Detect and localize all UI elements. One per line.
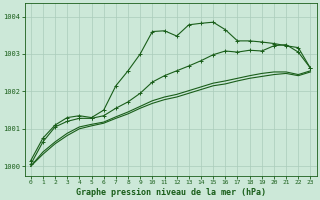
X-axis label: Graphe pression niveau de la mer (hPa): Graphe pression niveau de la mer (hPa) (76, 188, 266, 197)
